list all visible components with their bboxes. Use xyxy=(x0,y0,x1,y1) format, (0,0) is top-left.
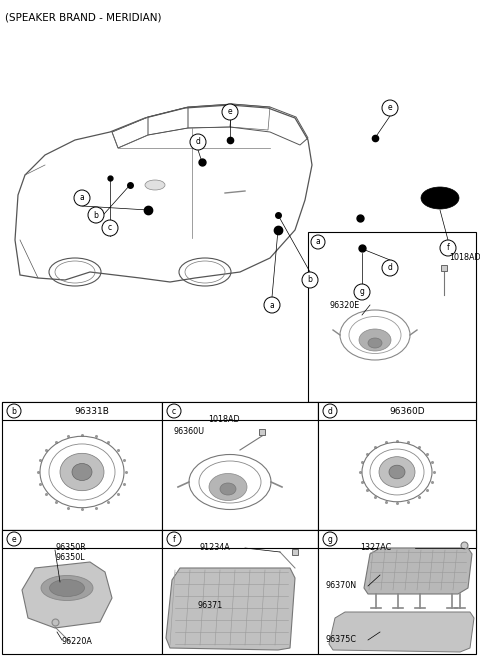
Polygon shape xyxy=(22,562,112,628)
Text: g: g xyxy=(360,287,364,297)
Circle shape xyxy=(88,207,104,223)
Circle shape xyxy=(102,220,118,236)
Bar xyxy=(308,232,476,402)
Bar xyxy=(162,530,318,654)
Circle shape xyxy=(7,532,21,546)
Ellipse shape xyxy=(145,180,165,190)
Text: 96370N: 96370N xyxy=(325,581,356,590)
Bar xyxy=(318,530,476,654)
Text: d: d xyxy=(387,264,393,272)
Text: a: a xyxy=(270,300,275,310)
Circle shape xyxy=(167,532,181,546)
Bar xyxy=(318,402,476,420)
Bar xyxy=(162,402,318,420)
Text: 1327AC: 1327AC xyxy=(360,544,391,552)
Bar xyxy=(318,402,476,530)
Text: 96350L: 96350L xyxy=(55,554,84,562)
Text: 96360U: 96360U xyxy=(173,428,204,436)
Text: e: e xyxy=(388,104,392,112)
Polygon shape xyxy=(166,568,295,650)
Ellipse shape xyxy=(389,465,405,479)
Text: e: e xyxy=(228,108,232,117)
Ellipse shape xyxy=(60,453,104,491)
Ellipse shape xyxy=(379,457,415,487)
Ellipse shape xyxy=(209,474,247,501)
Ellipse shape xyxy=(368,338,382,348)
Ellipse shape xyxy=(421,187,459,209)
Ellipse shape xyxy=(41,575,93,600)
Text: d: d xyxy=(195,138,201,146)
Polygon shape xyxy=(329,612,474,652)
Text: b: b xyxy=(12,407,16,415)
Text: c: c xyxy=(108,224,112,232)
Text: 96371: 96371 xyxy=(197,600,223,609)
Circle shape xyxy=(222,104,238,120)
Text: f: f xyxy=(446,243,449,253)
Circle shape xyxy=(323,404,337,418)
Circle shape xyxy=(311,235,325,249)
Text: g: g xyxy=(327,535,333,544)
Text: 1018AD: 1018AD xyxy=(449,253,480,262)
Circle shape xyxy=(190,134,206,150)
Text: 96360D: 96360D xyxy=(389,407,425,415)
Text: e: e xyxy=(12,535,16,544)
Text: a: a xyxy=(80,194,84,203)
Text: 1018AD: 1018AD xyxy=(208,415,240,424)
Text: 96375C: 96375C xyxy=(325,636,356,644)
Bar xyxy=(2,530,162,654)
Text: b: b xyxy=(94,211,98,220)
Circle shape xyxy=(167,404,181,418)
Circle shape xyxy=(354,284,370,300)
Bar xyxy=(2,402,162,420)
Ellipse shape xyxy=(49,579,84,596)
Ellipse shape xyxy=(220,483,236,495)
Circle shape xyxy=(382,100,398,116)
Text: 96220A: 96220A xyxy=(62,638,93,647)
Text: (SPEAKER BRAND - MERIDIAN): (SPEAKER BRAND - MERIDIAN) xyxy=(5,12,161,22)
Text: c: c xyxy=(172,407,176,415)
Text: 96331B: 96331B xyxy=(74,407,109,415)
Bar xyxy=(162,530,318,548)
Bar xyxy=(2,402,162,530)
Text: f: f xyxy=(173,535,175,544)
Text: b: b xyxy=(308,276,312,285)
Ellipse shape xyxy=(72,464,92,480)
Text: 96350R: 96350R xyxy=(55,544,86,552)
Text: d: d xyxy=(327,407,333,415)
Circle shape xyxy=(302,272,318,288)
Text: 96320E: 96320E xyxy=(330,300,360,310)
Circle shape xyxy=(323,532,337,546)
Bar xyxy=(2,530,162,548)
Circle shape xyxy=(7,404,21,418)
Text: a: a xyxy=(316,237,320,247)
Circle shape xyxy=(440,240,456,256)
Circle shape xyxy=(74,190,90,206)
Bar xyxy=(318,530,476,548)
Text: 91234A: 91234A xyxy=(200,544,231,552)
Polygon shape xyxy=(364,548,472,594)
Circle shape xyxy=(382,260,398,276)
Ellipse shape xyxy=(359,329,391,351)
Circle shape xyxy=(264,297,280,313)
Bar xyxy=(162,402,318,530)
